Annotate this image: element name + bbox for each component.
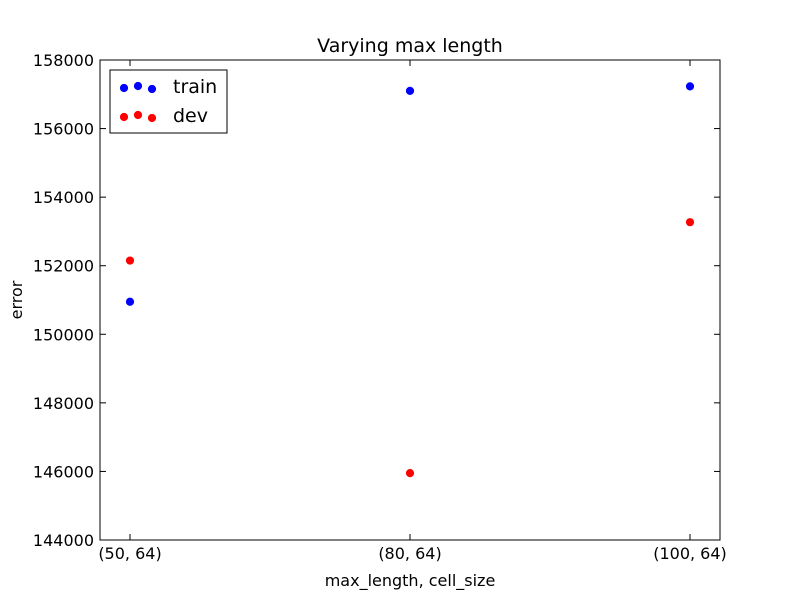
x-tick-label: (100, 64)	[653, 544, 727, 563]
x-axis-label: max_length, cell_size	[325, 571, 496, 591]
point-train	[405, 86, 415, 95]
point-train	[685, 82, 695, 91]
x-tick-label: (80, 64)	[378, 544, 441, 563]
y-tick-label: 158000	[33, 51, 94, 70]
legend-marker-train	[147, 84, 157, 94]
y-tick-label: 148000	[33, 394, 94, 413]
x-tick-label: (50, 64)	[98, 544, 161, 563]
y-tick-label: 144000	[33, 531, 94, 550]
legend-marker-dev	[147, 113, 157, 123]
point-dev	[125, 256, 135, 265]
point-dev	[405, 469, 415, 478]
data-points	[125, 82, 695, 478]
y-tick-label: 146000	[33, 462, 94, 481]
y-axis-label: error	[7, 280, 26, 319]
y-tick-label: 156000	[33, 120, 94, 139]
plot-area: 144000 146000 148000 150000 152000 154000 1560…	[33, 51, 727, 563]
legend: train dev	[109, 69, 228, 134]
y-tick-label: 152000	[33, 257, 94, 276]
legend-marker-train	[133, 81, 143, 91]
point-dev	[685, 218, 695, 227]
y-axis-ticks: 144000 146000 148000 150000 152000 154000 1560…	[33, 51, 720, 550]
x-axis-ticks: (50, 64) (80, 64) (100, 64)	[98, 60, 727, 563]
legend-label-train: train	[173, 76, 217, 98]
legend-marker-train	[119, 83, 129, 93]
legend-box	[109, 69, 228, 134]
chart-title: Varying max length	[317, 35, 503, 57]
y-tick-label: 154000	[33, 188, 94, 207]
legend-marker-dev	[133, 110, 143, 120]
legend-marker-dev	[119, 112, 129, 122]
legend-label-dev: dev	[173, 105, 208, 127]
point-train	[125, 297, 135, 306]
y-tick-label: 150000	[33, 325, 94, 344]
